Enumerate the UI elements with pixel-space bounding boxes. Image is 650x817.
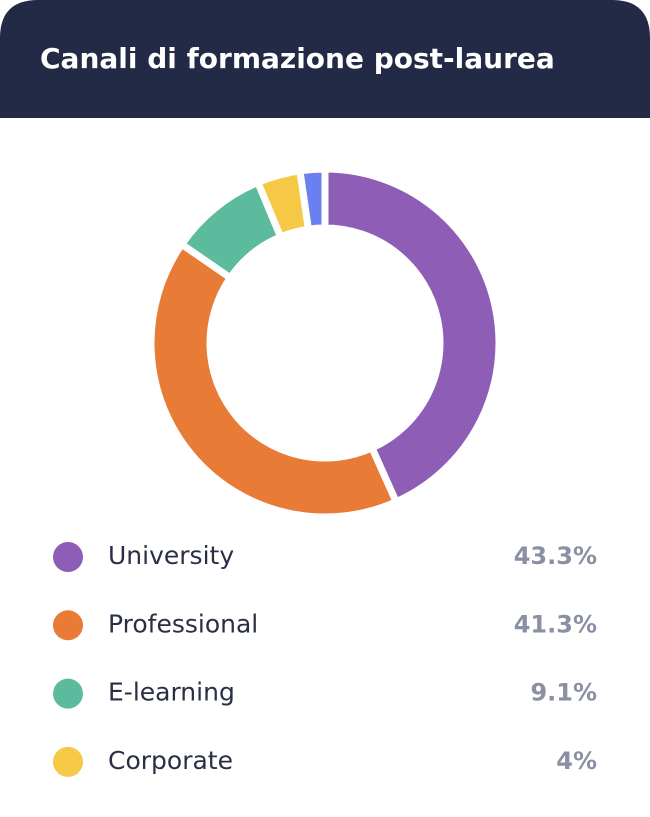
legend-value: 9.1% <box>530 679 597 707</box>
donut <box>147 165 503 521</box>
legend-label: Professional <box>108 609 258 638</box>
legend-dot <box>53 746 83 777</box>
legend-label: E-learning <box>108 678 235 707</box>
donut-segment <box>147 239 401 521</box>
legend-dot <box>53 678 83 709</box>
legend-dot <box>53 610 83 641</box>
legend: University 43.3% Professional 41.3% E-learni… <box>53 541 597 777</box>
chart-title: Canali di formazione post-laurea <box>40 42 555 75</box>
legend-label: University <box>108 541 234 570</box>
donut-segment <box>295 165 329 234</box>
donut-segment <box>321 165 503 507</box>
legend-dot <box>53 542 83 572</box>
legend-value: 41.3% <box>514 610 597 638</box>
legend-value: 4% <box>556 747 597 775</box>
header-bar <box>0 0 650 118</box>
legend-value: 43.3% <box>514 542 597 570</box>
legend-label: Corporate <box>108 746 233 775</box>
